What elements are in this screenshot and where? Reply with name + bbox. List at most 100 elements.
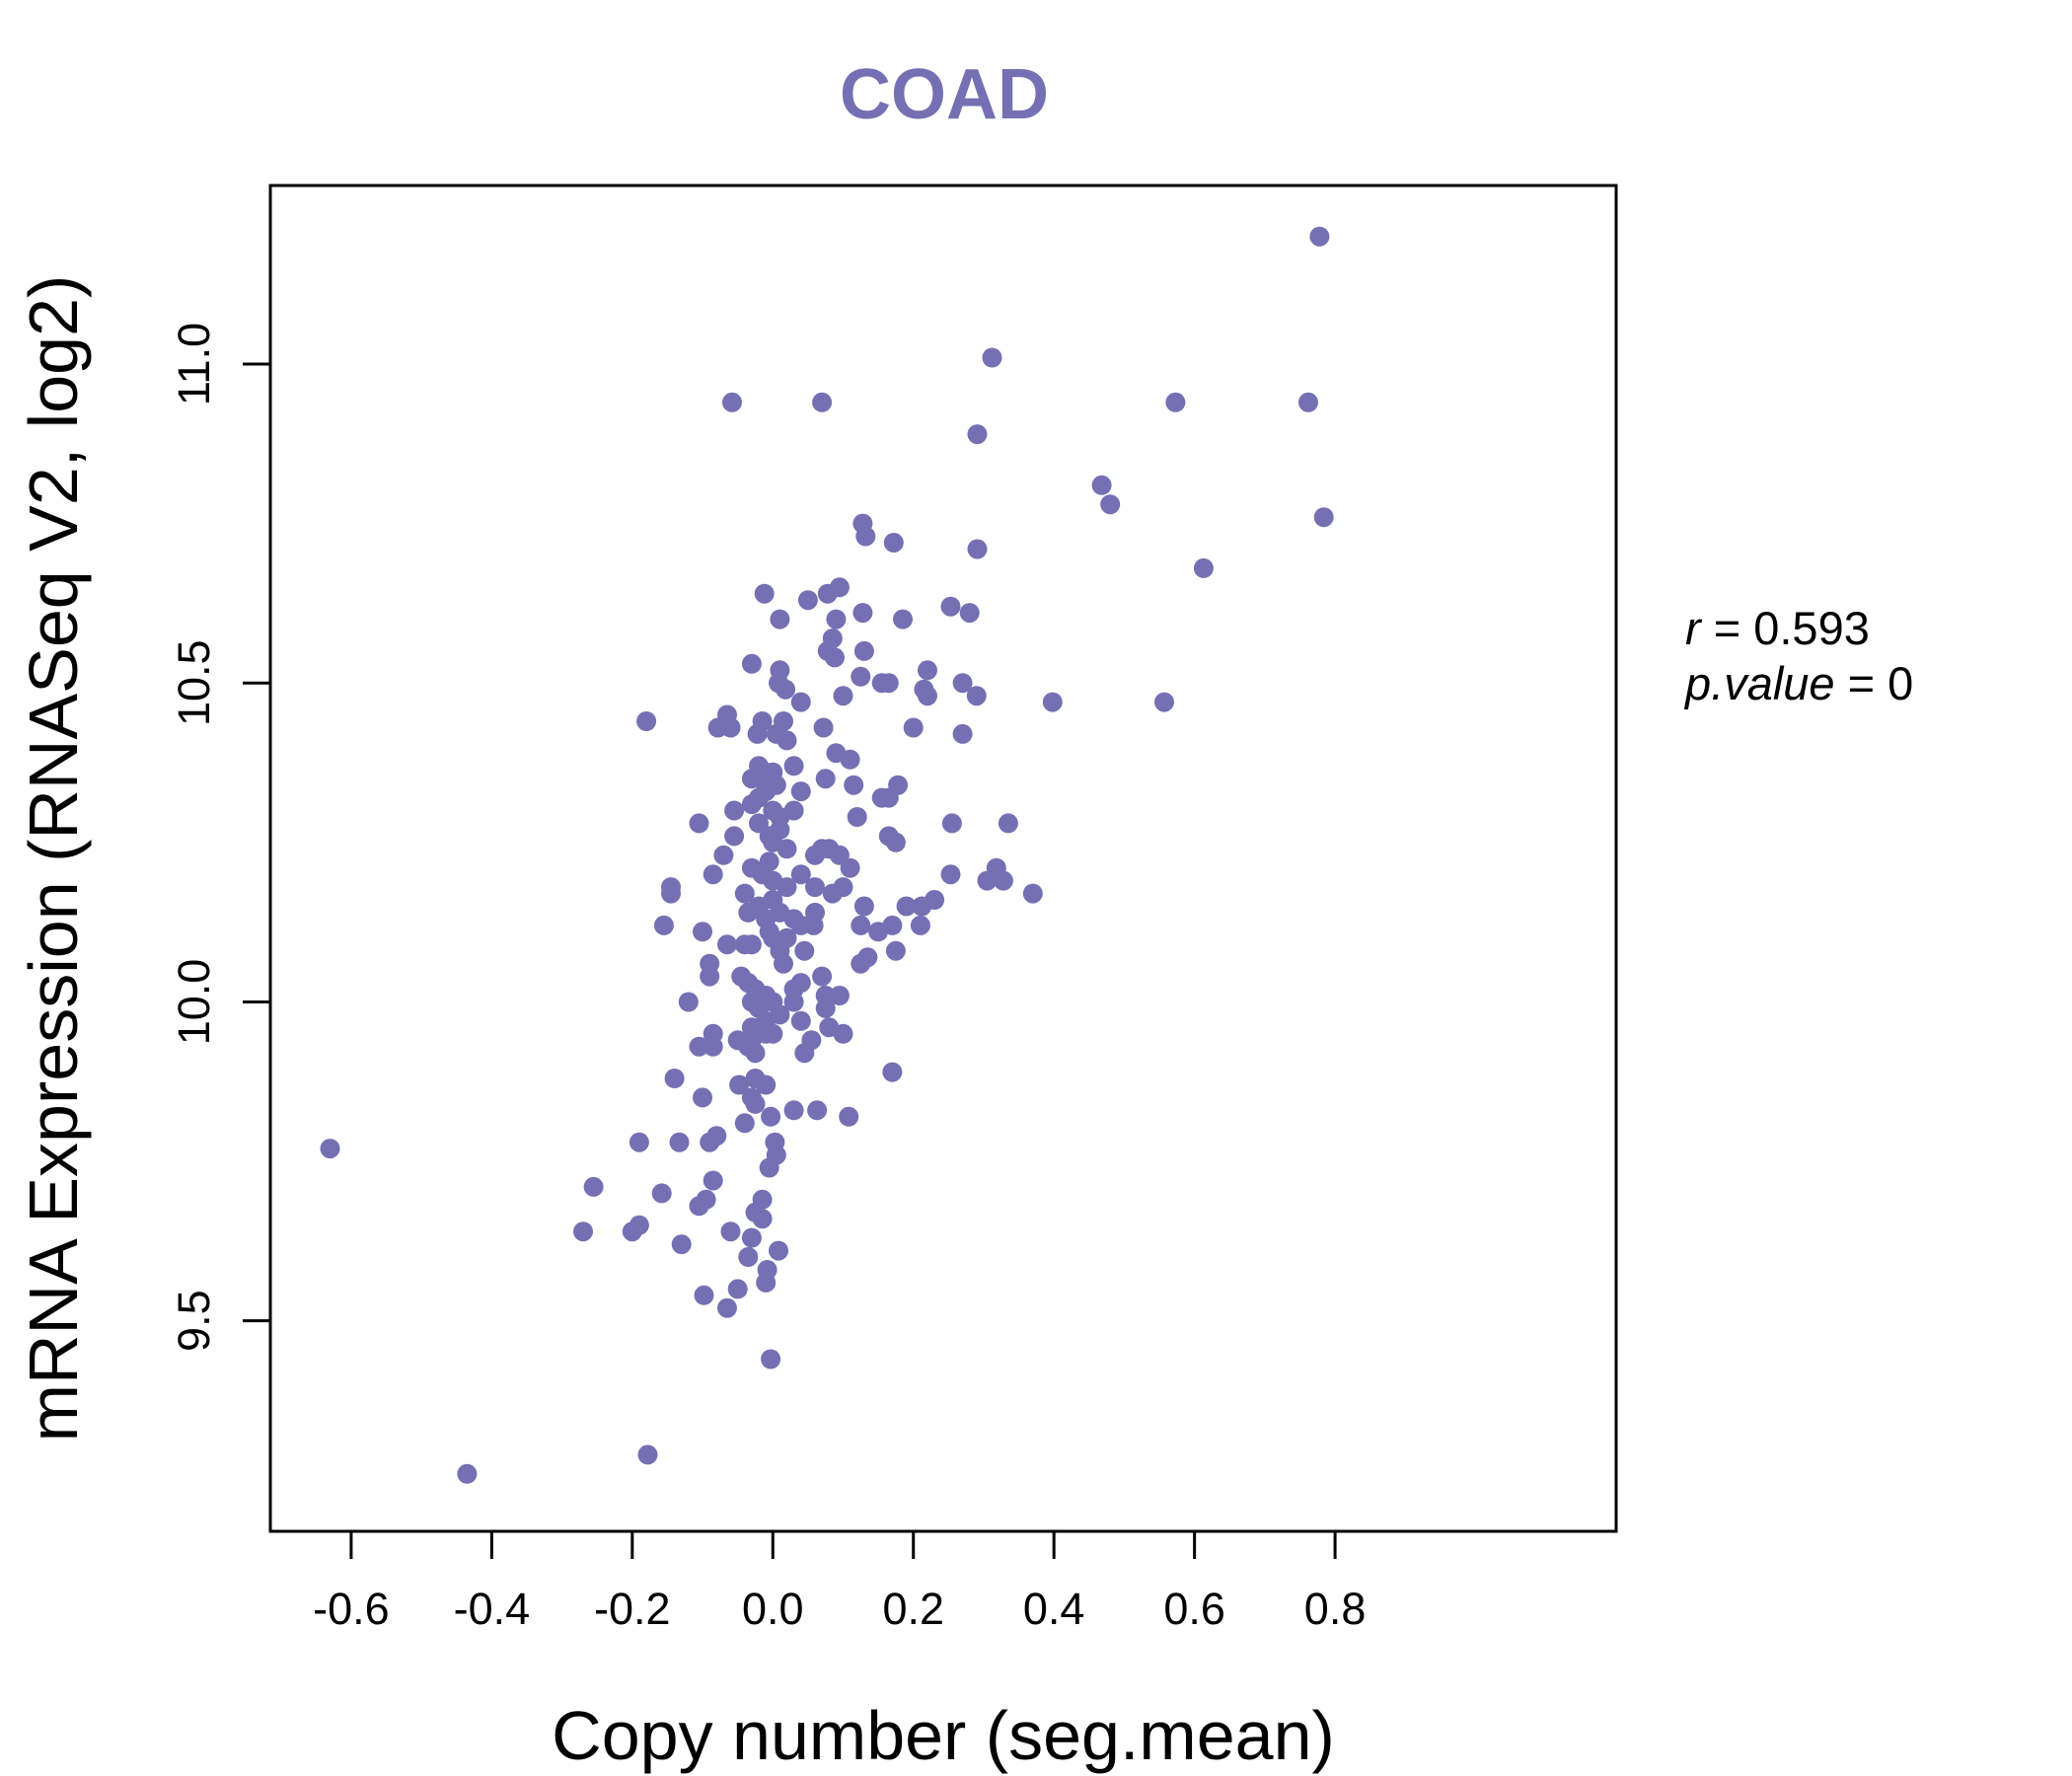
data-point-8 <box>1100 494 1121 515</box>
data-point-175 <box>689 1036 709 1057</box>
data-point-18 <box>797 590 818 611</box>
data-point-164 <box>790 1010 811 1031</box>
data-point-16 <box>754 583 775 604</box>
x-tick-label: -0.6 <box>313 1584 390 1634</box>
correlation-label: r = 0.593 <box>1685 602 1870 654</box>
data-point-176 <box>703 1036 723 1057</box>
y-axis: 9.5 10.0 10.5 11.0 <box>169 323 270 1352</box>
data-point-21 <box>959 603 980 624</box>
data-point-218 <box>756 1272 777 1293</box>
data-point-209 <box>573 1221 593 1242</box>
data-point-138 <box>717 934 737 955</box>
data-point-214 <box>671 1234 692 1255</box>
x-tick-label: 0.6 <box>1163 1584 1225 1634</box>
data-point-211 <box>622 1221 642 1242</box>
data-point-187 <box>745 1093 766 1114</box>
chart-title: COAD <box>840 55 1049 134</box>
data-point-144 <box>851 953 871 974</box>
data-point-208 <box>752 1209 773 1229</box>
data-point-142 <box>885 940 906 961</box>
data-point-88 <box>885 832 906 852</box>
data-point-113 <box>1022 883 1043 904</box>
data-point-198 <box>320 1139 340 1159</box>
data-point-76 <box>724 800 745 821</box>
data-point-148 <box>812 966 833 987</box>
data-point-122 <box>738 902 759 923</box>
data-point-98 <box>840 857 860 878</box>
data-point-14 <box>1193 557 1214 578</box>
data-point-104 <box>977 870 998 891</box>
data-point-72 <box>878 787 899 808</box>
y-tick-label: 10.5 <box>169 639 219 726</box>
data-point-195 <box>669 1132 690 1152</box>
data-point-1 <box>982 347 1002 368</box>
y-tick-label: 11.0 <box>169 323 219 406</box>
data-point-52 <box>903 717 924 738</box>
data-point-200 <box>759 1157 779 1178</box>
data-point-146 <box>774 953 793 974</box>
data-point-192 <box>734 1113 755 1134</box>
plot-frame <box>268 184 1618 1533</box>
data-point-103 <box>940 864 961 885</box>
x-tick-label: 0.8 <box>1304 1584 1367 1634</box>
data-point-28 <box>825 647 845 668</box>
data-point-219 <box>727 1279 748 1299</box>
data-point-159 <box>678 992 699 1012</box>
data-point-70 <box>790 781 811 802</box>
data-point-223 <box>637 1444 658 1465</box>
data-point-118 <box>853 896 874 917</box>
data-point-158 <box>783 992 804 1012</box>
data-point-101 <box>790 864 811 885</box>
data-point-17 <box>817 583 838 604</box>
data-point-44 <box>790 692 811 712</box>
y-tick-label: 9.5 <box>169 1290 219 1352</box>
data-point-27 <box>853 640 874 661</box>
data-point-190 <box>839 1106 859 1127</box>
data-point-162 <box>815 998 836 1018</box>
data-point-30 <box>918 660 937 681</box>
data-point-220 <box>694 1285 714 1305</box>
data-point-102 <box>703 864 723 885</box>
p-equals: = <box>1848 657 1888 709</box>
data-point-132 <box>868 922 889 942</box>
data-point-131 <box>910 915 930 935</box>
data-point-5 <box>1298 392 1318 412</box>
data-point-43 <box>1154 692 1174 712</box>
data-point-141 <box>794 940 815 961</box>
data-point-6 <box>967 424 988 445</box>
x-tick-label: 0.2 <box>882 1584 944 1634</box>
data-point-119 <box>896 896 917 917</box>
data-point-19 <box>940 596 961 617</box>
data-point-188 <box>783 1100 804 1121</box>
y-axis-label: mRNA Expression (RNASeq V2, log2) <box>15 275 92 1443</box>
data-point-29 <box>741 653 762 674</box>
data-point-59 <box>840 749 860 770</box>
data-point-53 <box>952 723 973 744</box>
data-point-107 <box>805 877 825 898</box>
data-point-194 <box>629 1132 649 1152</box>
y-tick-label: 10.0 <box>169 959 219 1046</box>
data-point-3 <box>812 392 833 412</box>
data-point-215 <box>769 1240 788 1261</box>
data-point-178 <box>794 1043 815 1064</box>
data-point-127 <box>803 915 824 935</box>
data-point-222 <box>761 1349 781 1369</box>
data-point-139 <box>741 934 762 955</box>
data-point-67 <box>844 775 864 795</box>
data-point-80 <box>941 813 962 834</box>
data-point-40 <box>833 686 853 706</box>
data-point-205 <box>689 1196 709 1217</box>
r-value: 0.593 <box>1753 602 1870 654</box>
data-point-23 <box>826 609 847 629</box>
data-point-181 <box>882 1062 903 1082</box>
data-point-128 <box>653 915 674 935</box>
r-symbol: r <box>1685 602 1703 654</box>
data-point-22 <box>770 609 790 629</box>
data-point-37 <box>776 679 796 700</box>
data-point-20 <box>852 603 873 624</box>
x-tick-label: 0.4 <box>1023 1584 1085 1634</box>
data-point-202 <box>583 1176 604 1197</box>
data-point-35 <box>952 673 973 694</box>
data-point-24 <box>893 609 913 629</box>
data-point-117 <box>912 896 932 917</box>
